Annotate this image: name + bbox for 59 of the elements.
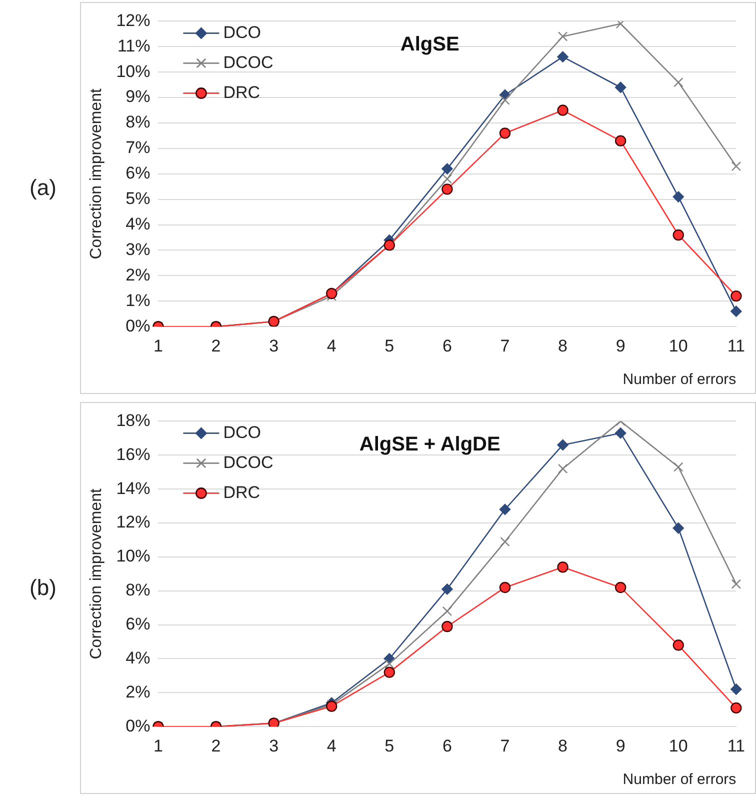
y-tick-label: 12% bbox=[116, 512, 150, 532]
y-tick-label: 10% bbox=[116, 546, 150, 566]
y-tick-label: 14% bbox=[116, 478, 150, 498]
x-tick-label: 8 bbox=[558, 736, 568, 756]
text: AlgSE + AlgDE bbox=[359, 434, 500, 456]
y-axis-title: Correction improvement bbox=[88, 88, 106, 260]
x-tick-label: 3 bbox=[269, 336, 279, 356]
legend-label: DCOC bbox=[223, 452, 274, 472]
x-tick-label: 5 bbox=[384, 736, 394, 756]
text: (b) bbox=[28, 575, 58, 601]
y-tick-label: 12% bbox=[116, 10, 150, 30]
x-tick-label: 11 bbox=[727, 736, 746, 756]
x-tick-label: 5 bbox=[384, 336, 394, 356]
x-tick-label: 9 bbox=[616, 736, 626, 756]
text: (a) bbox=[28, 175, 58, 201]
y-tick-label: 2% bbox=[126, 682, 150, 702]
y-tick-label: 11% bbox=[117, 36, 150, 56]
x-tick-label: 2 bbox=[211, 336, 221, 356]
x-tick-label: 10 bbox=[668, 736, 688, 756]
y-tick-label: 9% bbox=[126, 87, 150, 106]
x-tick-label: 3 bbox=[269, 736, 279, 756]
legend-label: DRC bbox=[223, 482, 260, 502]
x-axis-title: Number of errors bbox=[622, 771, 736, 788]
x-tick-label: 8 bbox=[558, 336, 568, 356]
y-tick-label: 1% bbox=[126, 290, 150, 310]
legend-label: DCO bbox=[223, 22, 262, 42]
y-tick-label: 0% bbox=[126, 316, 150, 336]
x-tick-label: 6 bbox=[442, 736, 452, 756]
y-tick-label: 6% bbox=[126, 164, 150, 183]
y-tick-label: 2% bbox=[126, 265, 150, 284]
x-tick-label: 7 bbox=[500, 336, 510, 356]
x-tick-label: 1 bbox=[153, 736, 163, 756]
y-tick-label: 18% bbox=[116, 410, 150, 430]
x-tick-label: 7 bbox=[500, 736, 510, 756]
y-tick-label: 4% bbox=[126, 214, 150, 234]
y-tick-label: 0% bbox=[126, 716, 150, 736]
y-tick-label: 7% bbox=[126, 138, 150, 158]
y-tick-label: 8% bbox=[126, 580, 150, 600]
legend-label: DRC bbox=[223, 82, 260, 102]
legend-label: DCOC bbox=[223, 52, 274, 72]
x-tick-label: 4 bbox=[326, 336, 336, 356]
y-tick-label: 4% bbox=[126, 648, 150, 668]
x-tick-label: 6 bbox=[442, 336, 452, 356]
y-tick-label: 3% bbox=[126, 240, 150, 259]
legend-label: DCO bbox=[223, 422, 262, 442]
y-tick-label: 10% bbox=[116, 62, 150, 81]
y-tick-label: 16% bbox=[116, 444, 150, 464]
x-tick-label: 11 bbox=[727, 336, 746, 356]
x-tick-label: 9 bbox=[616, 336, 626, 356]
y-tick-label: 8% bbox=[126, 112, 150, 132]
x-tick-label: 1 bbox=[153, 336, 163, 356]
y-tick-label: 5% bbox=[126, 189, 150, 208]
x-tick-label: 2 bbox=[211, 736, 221, 756]
x-axis-title: Number of errors bbox=[622, 371, 736, 388]
text: AlgSE bbox=[400, 34, 460, 56]
y-axis-title: Correction improvement bbox=[88, 488, 106, 660]
x-tick-label: 4 bbox=[326, 736, 336, 756]
y-tick-label: 6% bbox=[126, 614, 150, 634]
x-tick-label: 10 bbox=[668, 336, 688, 356]
